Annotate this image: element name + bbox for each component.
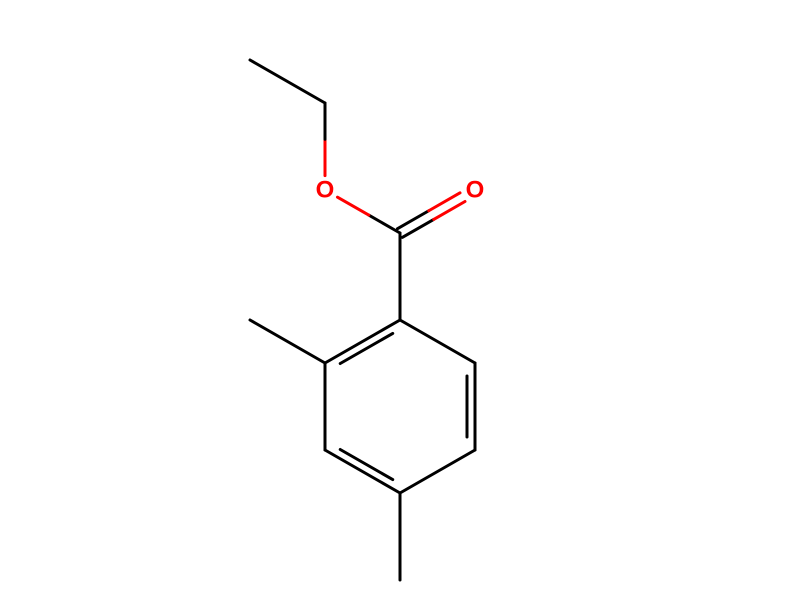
o-atom-label: O xyxy=(466,177,485,204)
o-atom-label: O xyxy=(316,177,335,204)
molecule-diagram: OO xyxy=(0,0,800,600)
